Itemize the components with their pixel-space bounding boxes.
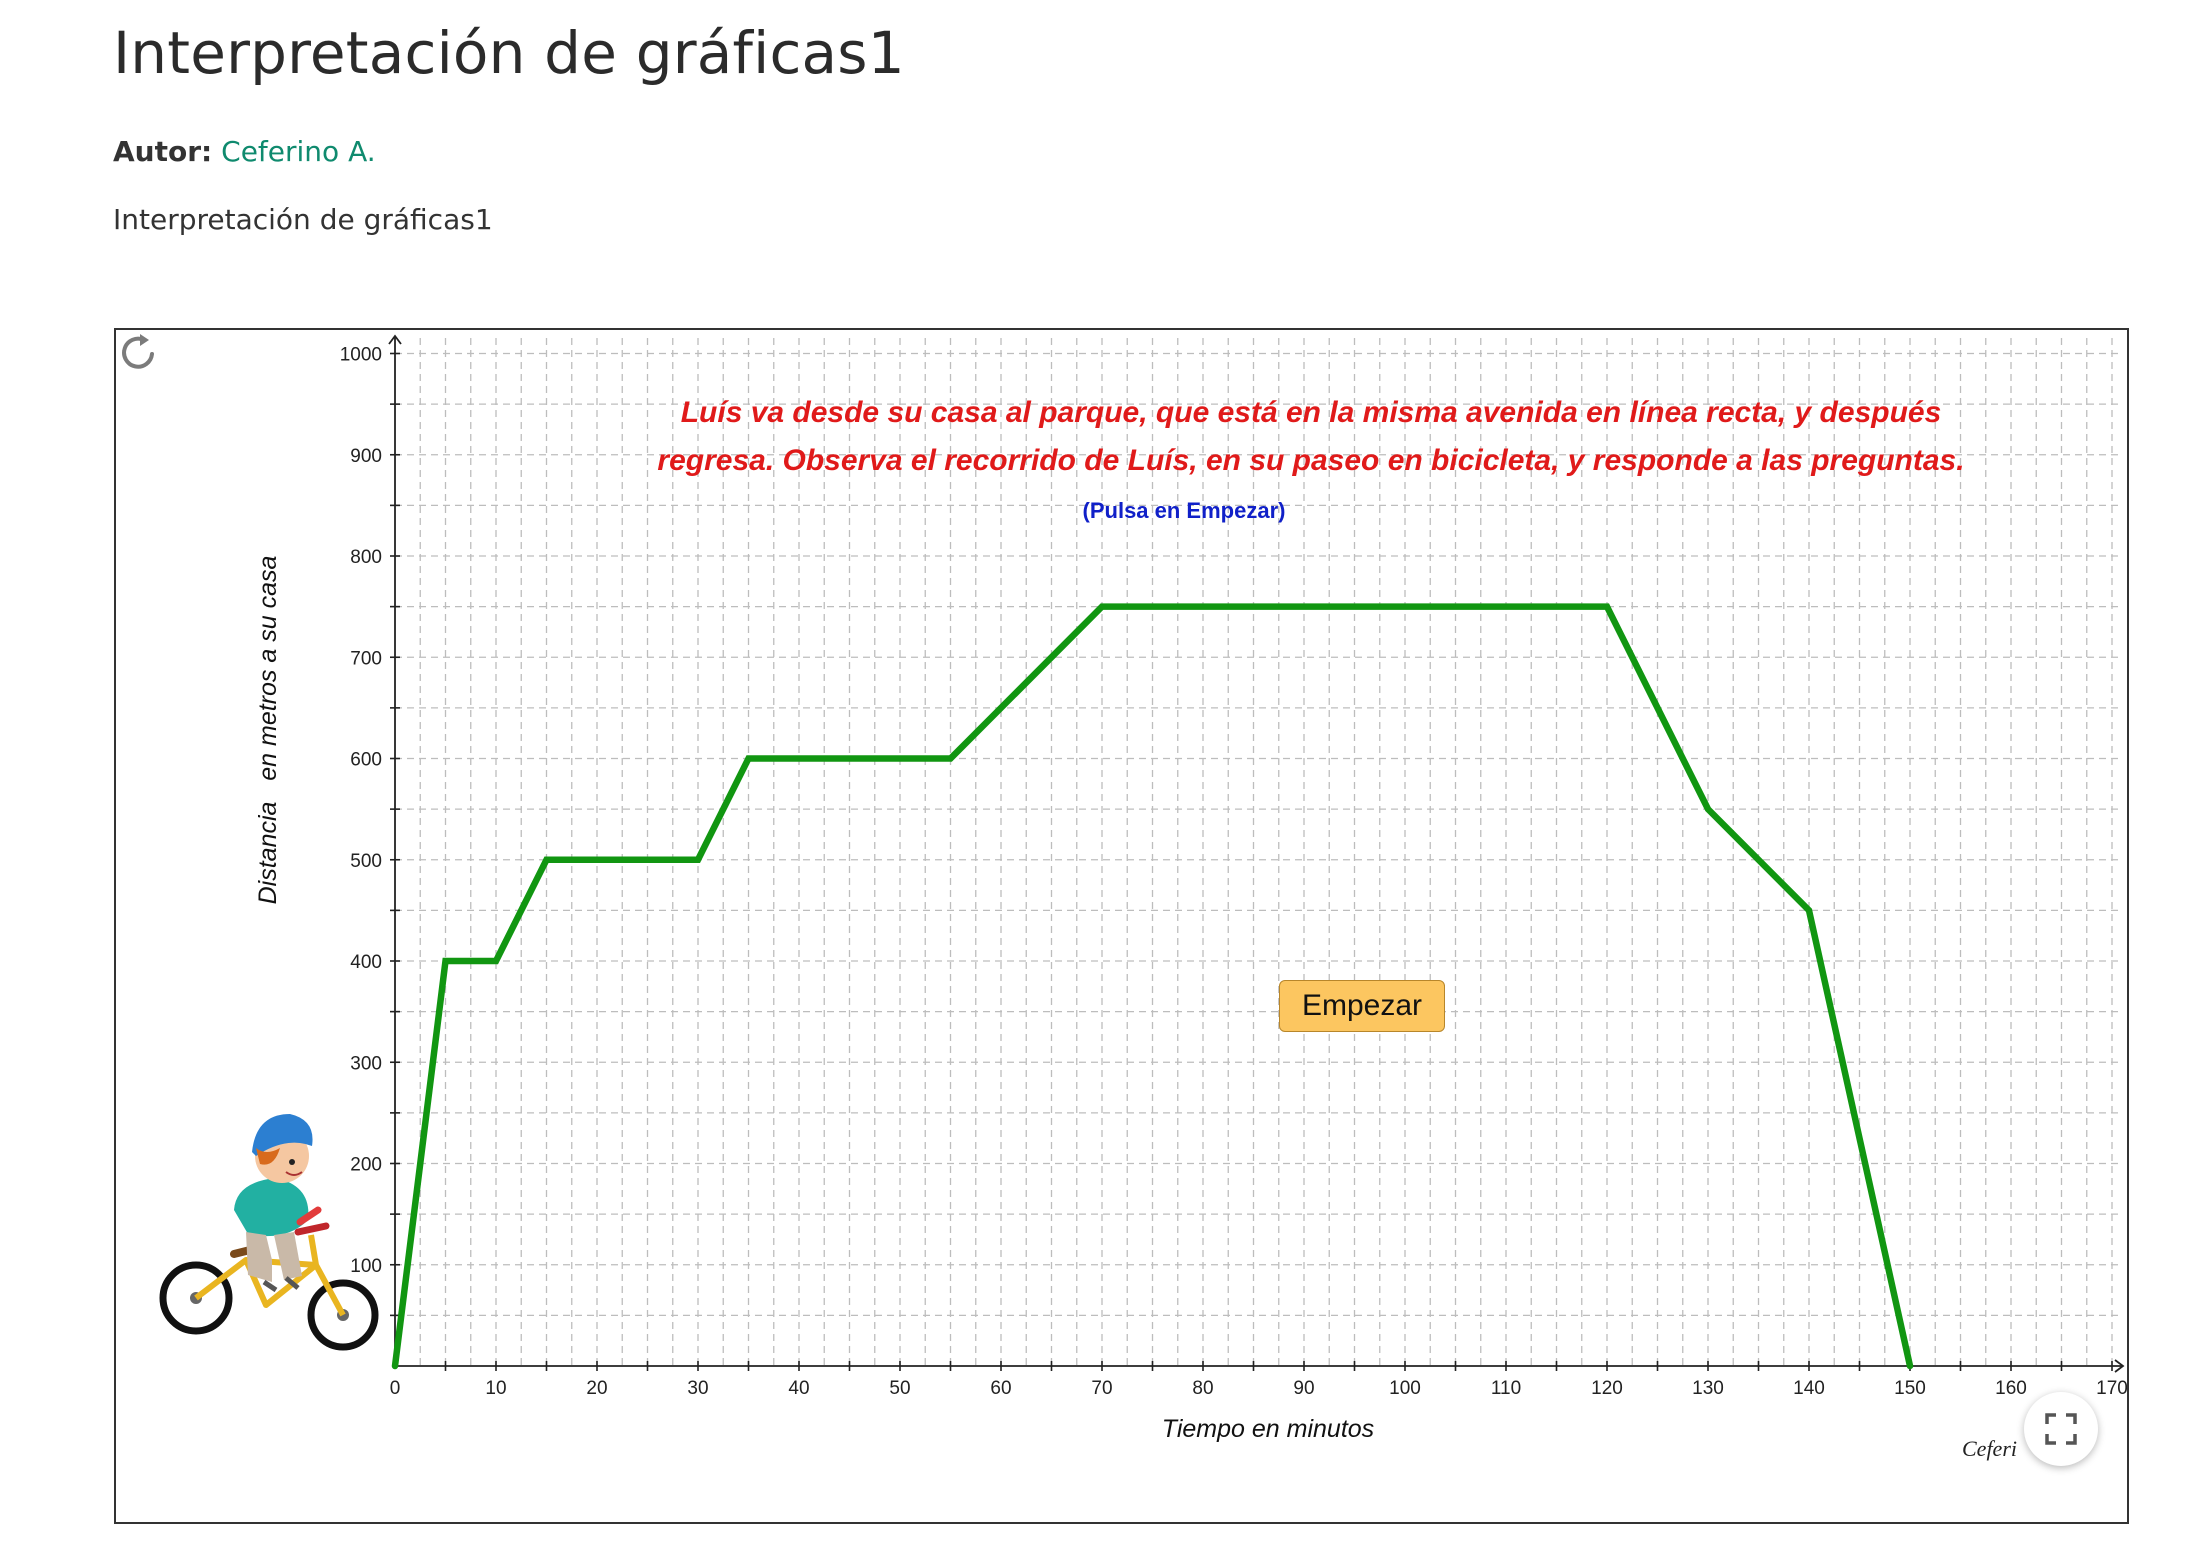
instruction-line-1: Luís va desde su casa al parque, que est…	[681, 396, 1942, 429]
y-axis-arrow	[388, 334, 402, 345]
y-axis-label: Distancia en metros a su casa	[254, 556, 282, 905]
description: Interpretación de gráficas1	[113, 203, 493, 236]
x-tick-label: 90	[1293, 1378, 1314, 1399]
y-tick-label: 600	[350, 750, 382, 771]
x-tick-label: 50	[889, 1378, 910, 1399]
author-line: Autor: Ceferino A.	[113, 135, 376, 168]
x-tick-label: 160	[1995, 1378, 2027, 1399]
y-tick-label: 800	[350, 547, 382, 568]
x-tick-label: 170	[2096, 1378, 2127, 1399]
chart-grid	[395, 338, 2121, 1366]
x-tick-label: 120	[1591, 1378, 1623, 1399]
x-tick-label: 40	[788, 1378, 809, 1399]
author-link[interactable]: Ceferino A.	[221, 135, 376, 168]
x-tick-label: 30	[687, 1378, 708, 1399]
author-signature: Ceferi	[1962, 1436, 2017, 1461]
x-tick-label: 10	[485, 1378, 506, 1399]
x-tick-label: 140	[1793, 1378, 1825, 1399]
author-label: Autor:	[113, 135, 213, 168]
chart-ticks: 0 10 20 30 40 50 60 70 80 90 100 110 120 130 140 150 160…	[340, 345, 2127, 1400]
geogebra-applet[interactable]: 0 10 20 30 40 50 60 70 80 90 100 110 120 130 140 150 160…	[114, 328, 2129, 1524]
fullscreen-icon	[2045, 1413, 2077, 1445]
y-tick-label: 400	[350, 952, 382, 973]
x-axis-arrow	[2114, 1359, 2125, 1373]
instruction-line-2: regresa. Observa el recorrido de Luís, e…	[657, 444, 1964, 477]
x-tick-label: 80	[1192, 1378, 1213, 1399]
boy-on-bicycle-image	[159, 1114, 379, 1351]
x-tick-label: 110	[1491, 1378, 1521, 1399]
chart-series	[391, 603, 1914, 1370]
fullscreen-button[interactable]	[2024, 1392, 2098, 1466]
start-button[interactable]: Empezar	[1279, 980, 1445, 1032]
y-tick-label: 700	[350, 648, 382, 669]
x-tick-label: 70	[1091, 1378, 1112, 1399]
hint-text: (Pulsa en Empezar)	[1083, 498, 1286, 523]
x-tick-label: 60	[990, 1378, 1011, 1399]
y-tick-label: 1000	[340, 345, 382, 366]
distance-series-line	[391, 603, 1914, 1370]
y-tick-label: 100	[350, 1256, 382, 1277]
reset-icon[interactable]	[116, 330, 160, 374]
x-tick-label: 150	[1894, 1378, 1926, 1399]
y-tick-label: 200	[350, 1155, 382, 1176]
chart-axes	[388, 334, 2125, 1373]
y-tick-label: 900	[350, 446, 382, 467]
x-tick-label: 100	[1389, 1378, 1421, 1399]
x-tick-label: 130	[1692, 1378, 1724, 1399]
y-tick-label: 500	[350, 851, 382, 872]
distance-time-chart: 0 10 20 30 40 50 60 70 80 90 100 110 120 130 140 150 160…	[159, 334, 2127, 1461]
x-axis-label: Tiempo en minutos	[1162, 1415, 1374, 1443]
y-tick-label: 300	[350, 1053, 382, 1074]
x-tick-label: 20	[586, 1378, 607, 1399]
x-tick-label: 0	[390, 1378, 401, 1399]
page-title: Interpretación de gráficas1	[113, 19, 905, 87]
